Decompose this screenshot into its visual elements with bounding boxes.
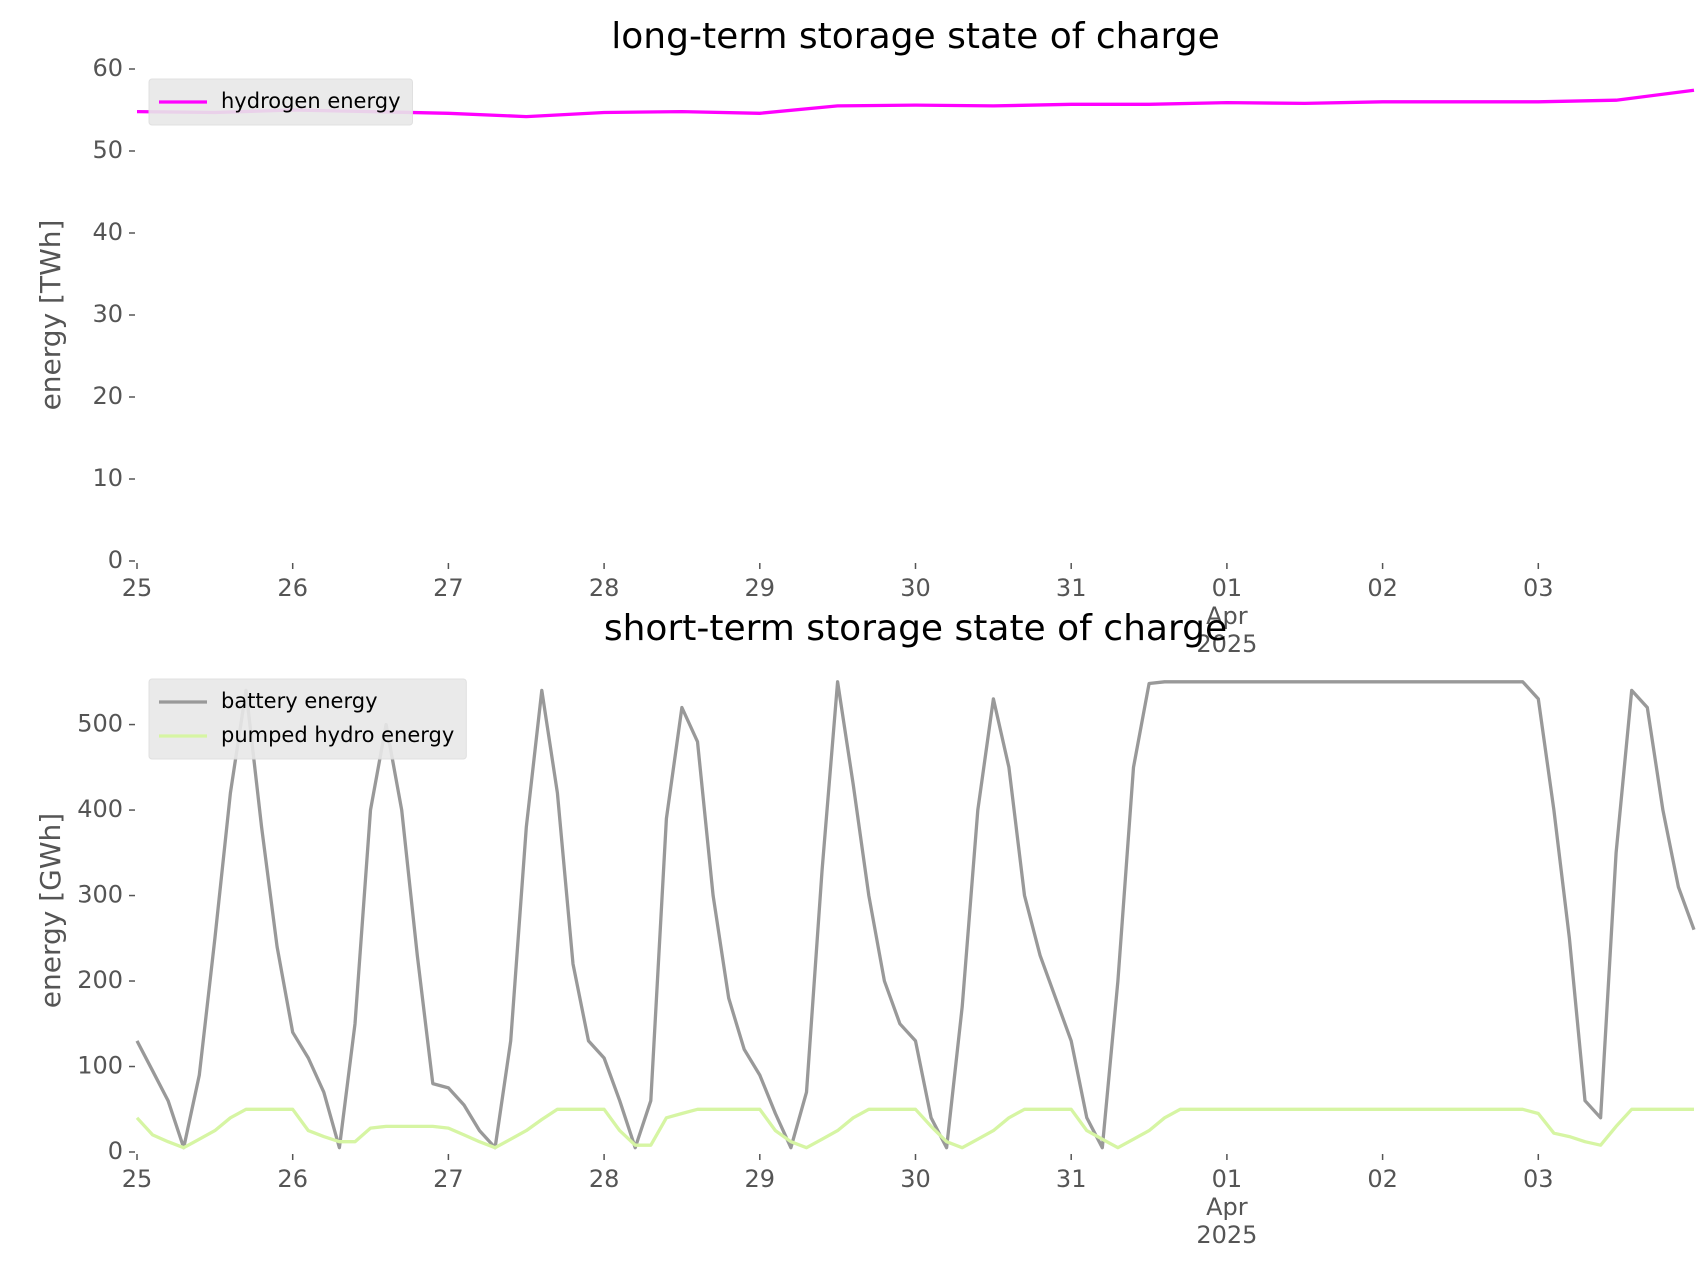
legend-box: [148, 678, 467, 760]
x-tick-label: 01 Apr 2025: [1196, 574, 1257, 658]
y-tick-label: 0: [108, 1137, 123, 1165]
y-tick-label: 50: [92, 136, 123, 164]
y-tick-label: 20: [92, 382, 123, 410]
x-tick-label: 03: [1523, 574, 1554, 602]
y-axis-label: energy [GWh]: [34, 813, 67, 1008]
x-tick-label: 02: [1367, 574, 1398, 602]
x-tick-label: 29: [745, 574, 776, 602]
x-tick-label: 30: [900, 1165, 931, 1193]
y-tick-label: 0: [108, 546, 123, 574]
legend-box: [148, 78, 413, 126]
x-tick-label: 27: [433, 574, 464, 602]
x-tick-label: 29: [745, 1165, 776, 1193]
x-tick-label: 28: [589, 574, 620, 602]
legend-label: hydrogen energy: [221, 89, 401, 113]
x-tick-label: 27: [433, 1165, 464, 1193]
x-tick-label: 28: [589, 1165, 620, 1193]
y-tick-label: 30: [92, 300, 123, 328]
y-tick-label: 300: [77, 881, 123, 909]
x-tick-label: 30: [900, 574, 931, 602]
chart-title: short-term storage state of charge: [604, 608, 1227, 649]
y-axis-label: energy [TWh]: [34, 220, 67, 411]
x-tick-label: 26: [277, 574, 308, 602]
x-tick-label: 26: [277, 1165, 308, 1193]
y-tick-label: 500: [77, 710, 123, 738]
y-tick-label: 400: [77, 795, 123, 823]
y-tick-label: 60: [92, 54, 123, 82]
x-tick-label: 31: [1056, 574, 1087, 602]
x-tick-label: 25: [122, 1165, 153, 1193]
series-line: [135, 680, 1696, 1150]
legend-label: pumped hydro energy: [221, 723, 454, 747]
y-tick-label: 10: [92, 464, 123, 492]
legend-label: battery energy: [221, 689, 378, 713]
chart-title: long-term storage state of charge: [611, 16, 1219, 57]
x-tick-label: 01 Apr 2025: [1196, 1165, 1257, 1249]
y-tick-label: 40: [92, 218, 123, 246]
y-tick-label: 100: [77, 1052, 123, 1080]
x-tick-label: 03: [1523, 1165, 1554, 1193]
x-tick-label: 02: [1367, 1165, 1398, 1193]
y-tick-label: 200: [77, 966, 123, 994]
x-tick-label: 31: [1056, 1165, 1087, 1193]
x-tick-label: 25: [122, 574, 153, 602]
series-line: [135, 1107, 1694, 1150]
